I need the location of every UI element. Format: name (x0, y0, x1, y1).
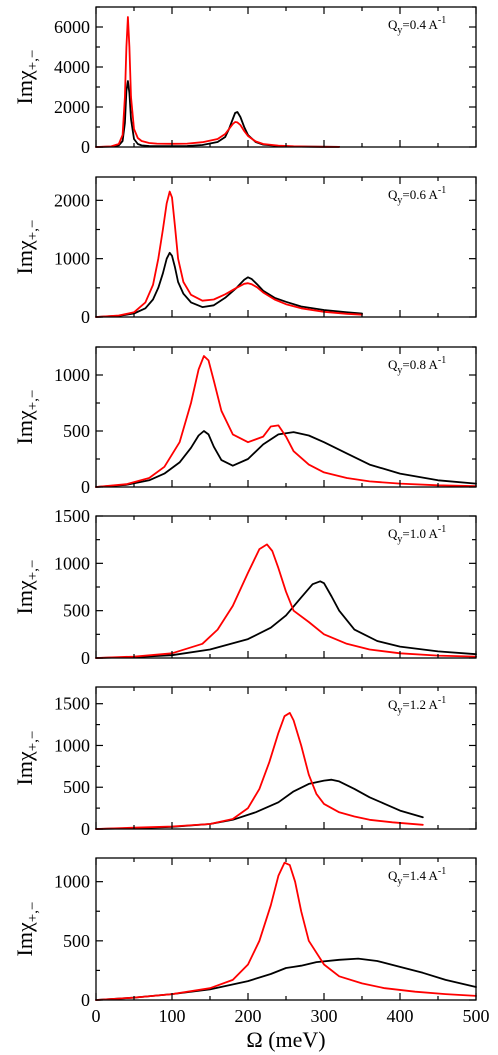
series-line-red (95, 712, 424, 830)
series-line-red (95, 861, 477, 1001)
y-tick-label: 500 (63, 931, 90, 951)
q-annotation: Qy=0.4 A-1 (388, 15, 446, 36)
series-line-black (95, 430, 477, 488)
y-tick-label: 500 (63, 777, 90, 797)
series-line-red (95, 543, 477, 659)
x-tick-label: 400 (387, 1006, 414, 1026)
y-tick-label: 1500 (54, 694, 90, 714)
y-tick-label: 500 (63, 601, 90, 621)
panel-5: 0 500 1000 1500 Imχ+,− Qy=1.2 A-1 (12, 686, 477, 839)
y-axis-label: Imχ+,− (12, 390, 41, 445)
y-tick-label: 4000 (54, 57, 90, 77)
series-line-red (95, 190, 363, 318)
panel-3: 0 500 1000 Imχ+,− Qy=0.8 A-1 (12, 346, 477, 497)
y-axis-label: Imχ+,− (12, 731, 41, 786)
series-line-red (95, 355, 477, 488)
panel-4: 0 500 1000 1500 Imχ+,− Qy=1.0 A-1 (12, 506, 477, 668)
y-tick-label: 2000 (54, 97, 90, 117)
q-annotation: Qy=1.4 A-1 (388, 866, 446, 887)
series-line-black (95, 957, 477, 1001)
q-annotation: Qy=0.6 A-1 (388, 185, 446, 206)
y-tick-label: 2000 (54, 190, 90, 210)
q-annotation: Qy=1.0 A-1 (388, 524, 446, 545)
y-tick-label: 0 (81, 990, 90, 1010)
y-tick-label: 1000 (54, 553, 90, 573)
y-axis-label: Imχ+,− (12, 902, 41, 957)
series-line-red (95, 16, 341, 148)
panels: 0 2000 4000 6000 Imχ+,− Qy=0.4 A-1 0 1000 2000 Im… (12, 6, 477, 1010)
y-tick-label: 1000 (54, 249, 90, 269)
y-tick-label: 6000 (54, 17, 90, 37)
y-axis-label: Imχ+,− (12, 50, 41, 105)
x-tick-label: 500 (463, 1006, 490, 1026)
x-tick-label: 300 (311, 1006, 338, 1026)
y-tick-label: 0 (81, 648, 90, 668)
y-tick-label: 0 (81, 307, 90, 327)
y-axis-label: Imχ+,− (12, 220, 41, 275)
panel-6: 0 500 1000 Imχ+,− Qy=1.4 A-1 (12, 857, 477, 1010)
panel-1: 0 2000 4000 6000 Imχ+,− Qy=0.4 A-1 (12, 6, 477, 157)
y-tick-label: 1000 (54, 365, 90, 385)
series-line-black (95, 580, 477, 659)
y-tick-label: 1000 (54, 872, 90, 892)
q-annotation: Qy=0.8 A-1 (388, 355, 446, 376)
x-tick-label: 100 (159, 1006, 186, 1026)
x-tick-label: 200 (235, 1006, 262, 1026)
y-tick-label: 1000 (54, 735, 90, 755)
y-axis-label: Imχ+,− (12, 560, 41, 615)
x-axis-label: Ω (meV) (246, 1027, 325, 1052)
y-tick-label: 0 (81, 819, 90, 839)
y-tick-label: 500 (63, 421, 90, 441)
series-line-black (95, 251, 363, 318)
q-annotation: Qy=1.2 A-1 (388, 695, 446, 716)
y-tick-label: 0 (81, 137, 90, 157)
y-tick-label: 0 (81, 477, 90, 497)
x-axis: 0 100 200 300 400 500 Ω (meV) (92, 1006, 490, 1052)
y-tick-label: 1500 (54, 506, 90, 526)
panel-2: 0 1000 2000 Imχ+,− Qy=0.6 A-1 (12, 176, 477, 327)
x-tick-label: 0 (92, 1006, 101, 1026)
